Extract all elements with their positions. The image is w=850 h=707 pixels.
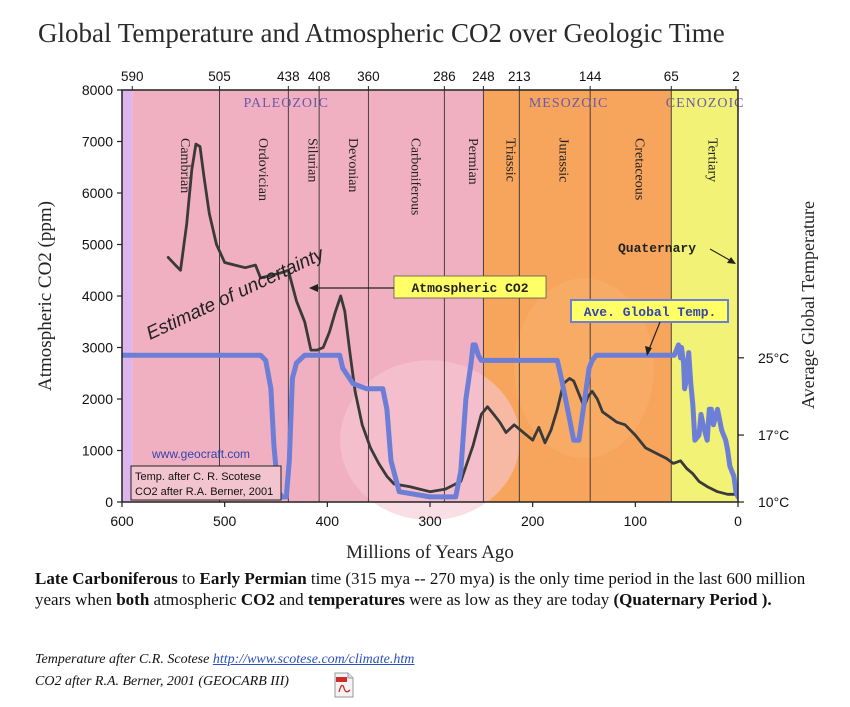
- caption: Late Carboniferous to Early Permian time…: [35, 568, 825, 610]
- y-tick-label: 3000: [82, 340, 113, 356]
- period-label-permian: Permian: [465, 138, 480, 185]
- x-tick-label: 500: [213, 513, 237, 529]
- caption-text: time (315 mya -- 270 mya) is the only ti…: [35, 569, 806, 609]
- period-label-carboniferous: Carboniferous: [408, 138, 423, 215]
- era-label-mesozoic: MESOZOIC: [529, 96, 609, 111]
- y-tick-label: 2000: [82, 391, 113, 407]
- caption-late-carboniferous: Late Carboniferous: [35, 569, 178, 588]
- caption-text: and: [274, 590, 308, 609]
- top-tick-label: 360: [357, 69, 380, 84]
- y-tick-label: 4000: [82, 288, 113, 304]
- period-label-cretaceous: Cretaceous: [632, 138, 647, 200]
- credit-temperature-text: Temperature after C.R. Scotese: [35, 652, 213, 667]
- arrowhead-icon: [727, 257, 736, 264]
- caption-early-permian: Early Permian: [199, 569, 307, 588]
- top-tick-label: 408: [308, 69, 331, 84]
- chart-credit-temp: Temp. after C. R. Scotese: [135, 471, 261, 483]
- x-tick-label: 600: [110, 513, 134, 529]
- era-labels: PALEOZOIC MESOZOIC CENOZOIC: [244, 96, 745, 111]
- co2-label-box: [393, 275, 547, 299]
- caption-temperatures: temperatures: [307, 590, 405, 609]
- arrowhead-icon: [645, 346, 652, 356]
- top-tick-label: 144: [579, 69, 602, 84]
- temp-label-arrow: [647, 321, 661, 353]
- x-tick-label: 300: [418, 513, 442, 529]
- temp-label-box: [570, 299, 729, 323]
- caption-text: atmospheric: [149, 590, 241, 609]
- pre-cambrian-band: [122, 90, 133, 502]
- y-tick-label: 0: [105, 494, 113, 510]
- caption-quaternary: (Quaternary Period ).: [613, 590, 772, 609]
- page-title: Global Temperature and Atmospheric CO2 o…: [38, 18, 725, 48]
- y-tick-label: 1000: [82, 443, 113, 459]
- credit-temperature: Temperature after C.R. Scotese http://ww…: [35, 652, 414, 668]
- co2-series-line: [166, 142, 738, 496]
- y-tick-label: 6000: [82, 185, 113, 201]
- credit-box: [130, 465, 282, 501]
- top-tick-label: 65: [664, 69, 679, 84]
- x-tick-label: 100: [624, 513, 648, 529]
- period-label-cambrian: Cambrian: [177, 138, 192, 193]
- series-lines: [122, 142, 738, 500]
- temp-series-label: Ave. Global Temp.: [584, 305, 717, 320]
- period-labels: Cambrian Ordovician Silurian Devonian Carbon…: [177, 138, 720, 215]
- pdf-file-icon[interactable]: [333, 672, 355, 698]
- right-axis-label: Average Global Temperature: [798, 201, 818, 409]
- top-tick-label: 248: [472, 69, 495, 84]
- right-tick-label: 25°C: [758, 350, 789, 366]
- right-tick-label: 10°C: [758, 494, 789, 510]
- website-label: www.geocraft.com: [151, 447, 250, 461]
- scotese-link[interactable]: http://www.scotese.com/climate.htm: [212, 652, 415, 667]
- temperature-series-line: [122, 342, 738, 500]
- y-axis-label: Atmospheric CO2 (ppm): [35, 201, 56, 391]
- period-label-ordovician: Ordovician: [255, 138, 270, 201]
- period-label-devonian: Devonian: [345, 138, 360, 192]
- arrowhead-icon: [309, 284, 318, 292]
- top-tick-label: 590: [121, 69, 144, 84]
- top-tick-label: 438: [277, 69, 300, 84]
- y-tick-label: 5000: [82, 237, 113, 253]
- texture-mottle: [514, 278, 654, 459]
- x-tick-label: 400: [316, 513, 340, 529]
- right-tick-label: 17°C: [758, 427, 789, 443]
- chart-credit-co2: CO2 after R.A. Berner, 2001: [135, 486, 273, 498]
- period-label-triassic: Triassic: [502, 138, 517, 182]
- era-label-paleozoic: PALEOZOIC: [244, 96, 330, 111]
- period-label-silurian: Silurian: [305, 138, 320, 182]
- caption-text: to: [177, 569, 200, 588]
- y-tick-label: 7000: [82, 134, 113, 150]
- top-tick-label: 505: [208, 69, 231, 84]
- credit-co2: CO2 after R.A. Berner, 2001 (GEOCARB III…: [35, 674, 289, 689]
- top-tick-label: 213: [508, 69, 531, 84]
- co2-series-label: Atmospheric CO2: [411, 281, 528, 296]
- y-tick-label: 8000: [82, 82, 113, 98]
- caption-both: both: [116, 590, 150, 609]
- period-label-tertiary: Tertiary: [705, 138, 720, 182]
- x-tick-label: 0: [734, 513, 742, 529]
- era-label-cenozoic: CENOZOIC: [666, 96, 745, 111]
- caption-text: were as low as they are today: [404, 590, 614, 609]
- caption-co2: CO2: [240, 590, 275, 609]
- x-tick-label: 200: [521, 513, 545, 529]
- x-axis-label: Millions of Years Ago: [346, 542, 514, 563]
- top-tick-label: 2: [732, 69, 740, 84]
- period-label-jurassic: Jurassic: [556, 138, 571, 182]
- top-tick-label: 286: [433, 69, 456, 84]
- quaternary-label: Quaternary: [618, 241, 696, 256]
